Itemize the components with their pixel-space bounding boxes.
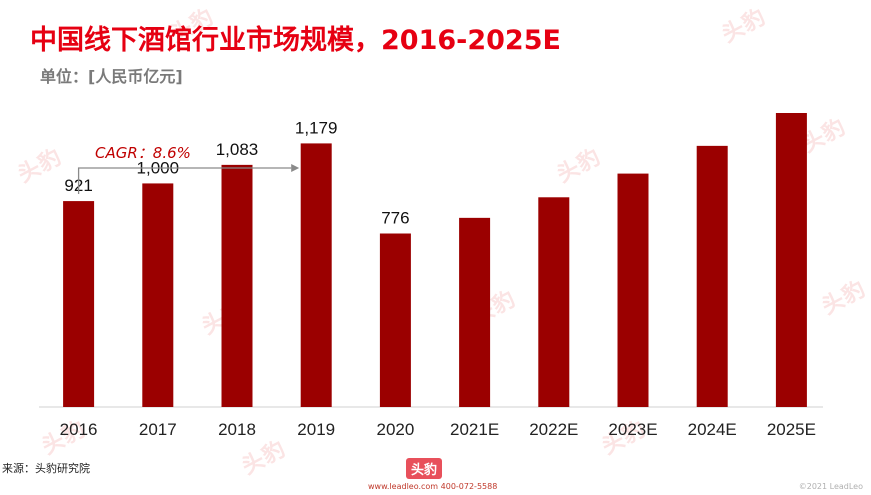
data-label-2019: 1,179 bbox=[295, 118, 338, 137]
bar-2018 bbox=[221, 164, 253, 407]
contact-info: www.leadleo.com 400-072-5588 bbox=[368, 482, 498, 491]
tick-label-2021E: 2021E bbox=[450, 420, 499, 439]
page-title: 中国线下酒馆行业市场规模，2016-2025E bbox=[30, 25, 561, 56]
tick-label-2019: 2019 bbox=[297, 420, 335, 439]
leadleo-logo: 头豹 bbox=[406, 458, 443, 479]
bar-2020 bbox=[379, 233, 411, 407]
bar-2019 bbox=[300, 143, 332, 408]
cagr-annotation: CAGR：8.6% bbox=[95, 144, 191, 162]
bar-2021E bbox=[459, 217, 491, 407]
tick-label-2024E: 2024E bbox=[688, 420, 737, 439]
cagr-arrow-head bbox=[291, 164, 300, 172]
bar-2016 bbox=[63, 201, 95, 407]
bar-2023E bbox=[617, 173, 649, 407]
copyright-text: ©2021 LeadLeo bbox=[798, 482, 863, 491]
cagr-arrow-line bbox=[77, 167, 292, 194]
tick-label-2025E: 2025E bbox=[767, 420, 816, 439]
tick-label-2018: 2018 bbox=[218, 420, 256, 439]
tick-label-2016: 2016 bbox=[60, 420, 98, 439]
data-label-2018: 1,083 bbox=[216, 140, 259, 159]
tick-label-2020: 2020 bbox=[376, 420, 414, 439]
bar-2022E bbox=[538, 197, 570, 407]
tick-label-2023E: 2023E bbox=[608, 420, 657, 439]
bar-2025E bbox=[775, 113, 807, 407]
data-label-2020: 776 bbox=[381, 209, 409, 228]
tick-label-2022E: 2022E bbox=[529, 420, 578, 439]
source-note: 来源：头豹研究院 bbox=[2, 462, 90, 475]
bar-2024E bbox=[696, 145, 728, 407]
unit-label: 单位：[人民币亿元] bbox=[40, 67, 183, 86]
bar-2017 bbox=[142, 183, 174, 407]
tick-label-2017: 2017 bbox=[139, 420, 177, 439]
